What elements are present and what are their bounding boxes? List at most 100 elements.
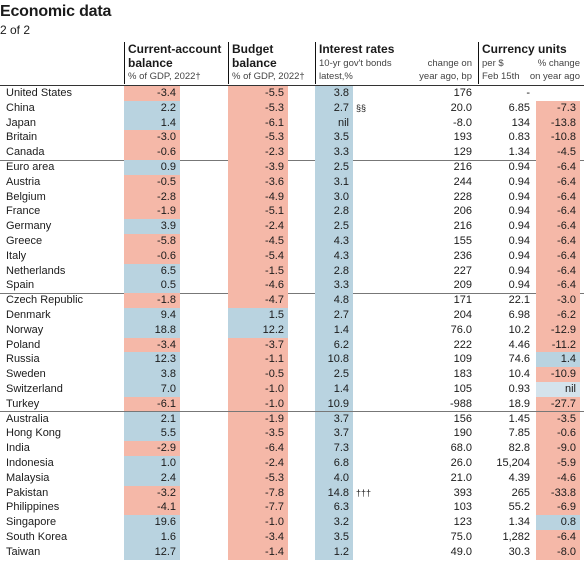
bond-yield-cell-value: 3.3 [333, 279, 349, 292]
currency-per-dollar-value: 30.3 [508, 545, 530, 558]
header-budget: Budget balance [232, 42, 277, 70]
currency-per-dollar-value: 0.93 [508, 383, 530, 395]
currency-per-dollar-value: 0.94 [508, 190, 530, 203]
bond-yield-cell-value: 6.3 [333, 501, 349, 514]
budget-cell: -1.0 [228, 515, 288, 530]
budget-cell: -7.7 [228, 500, 288, 516]
table-row: France -1.9 -5.1 2.8 206 0.94 -6.4 [0, 204, 584, 220]
current-account-cell-value: -3.4 [157, 87, 176, 99]
table-row: Hong Kong 5.5 -3.5 3.7 190 7.85 -0.6 [0, 426, 584, 442]
budget-cell-value: -3.5 [265, 427, 284, 440]
currency-per-dollar-value: 15,204 [496, 457, 530, 469]
budget-cell-value: -3.9 [265, 161, 284, 173]
currency-change-cell: 0.8 [536, 515, 580, 530]
bond-change-value: -988 [449, 397, 472, 410]
currency-change-cell: -6.4 [536, 263, 580, 279]
header-sub: Feb 15th [482, 71, 520, 82]
table-row: Spain 0.5 -4.6 3.3 209 0.94 -6.4 [0, 278, 584, 294]
current-account-cell: 9.4 [124, 308, 180, 323]
bond-yield-cell-value: 4.8 [333, 294, 349, 307]
table-row: Netherlands 6.5 -1.5 2.8 227 0.94 -6.4 [0, 263, 584, 279]
budget-cell-value: -7.8 [265, 486, 284, 499]
header-sub: 10-yr gov't bonds [319, 58, 392, 69]
currency-change-cell-value: -5.9 [557, 457, 576, 469]
current-account-cell: -3.2 [124, 485, 180, 501]
bond-yield-cell-value: 1.4 [333, 383, 349, 395]
budget-cell: -1.5 [228, 263, 288, 279]
budget-cell: -5.1 [228, 204, 288, 220]
current-account-cell-value: 19.6 [154, 516, 176, 529]
currency-per-dollar-value: 1.34 [508, 516, 530, 529]
current-account-cell: -1.8 [124, 293, 180, 308]
currency-change-cell-value: -0.6 [557, 427, 576, 440]
bond-yield-cell: 3.7 [315, 411, 353, 427]
bond-change-value: 26.0 [450, 457, 472, 469]
header-divider [478, 42, 479, 84]
budget-cell-value: -5.3 [265, 101, 284, 114]
budget-cell: -2.3 [228, 145, 288, 160]
budget-cell: 1.5 [228, 308, 288, 323]
bond-yield-cell: 3.5 [315, 530, 353, 545]
bond-yield-cell-value: 4.3 [333, 235, 349, 247]
budget-cell: -2.4 [228, 456, 288, 471]
table-row: Belgium -2.8 -4.9 3.0 228 0.94 -6.4 [0, 189, 584, 205]
bond-change-value: 171 [453, 294, 472, 307]
bond-yield-cell-value: 2.7 [333, 101, 349, 114]
country-name: Taiwan [6, 545, 41, 558]
current-account-cell-value: 0.9 [160, 161, 176, 173]
budget-cell-value: 1.5 [268, 309, 284, 321]
bond-yield-cell-value: 3.0 [333, 190, 349, 203]
budget-cell-value: -5.5 [265, 87, 284, 99]
budget-cell-value: 12.2 [262, 323, 284, 336]
budget-cell-value: -3.4 [265, 531, 284, 543]
budget-cell: -3.4 [228, 530, 288, 545]
current-account-cell-value: -0.6 [157, 146, 176, 159]
current-account-cell: 7.0 [124, 382, 180, 397]
currency-per-dollar-value: 1.34 [508, 146, 530, 159]
table-row: Britain -3.0 -5.3 3.5 193 0.83 -10.8 [0, 130, 584, 146]
currency-change-cell-value: -33.8 [550, 486, 576, 499]
currency-change-cell-value: -6.9 [557, 501, 576, 514]
budget-cell: -7.8 [228, 485, 288, 501]
currency-change-cell: -5.9 [536, 456, 580, 471]
bond-change-value: 227 [453, 264, 472, 277]
bond-change-value: 75.0 [450, 531, 472, 543]
header-sub: change on [427, 58, 472, 69]
current-account-cell-value: -0.5 [157, 175, 176, 188]
bond-change-value: 105 [453, 383, 472, 395]
bond-yield-cell: 2.8 [315, 263, 353, 279]
budget-cell-value: -1.9 [265, 412, 284, 425]
current-account-cell: -2.8 [124, 189, 180, 205]
bond-yield-cell: 1.2 [315, 544, 353, 560]
currency-change-cell-value: -11.2 [551, 338, 576, 351]
currency-change-cell-value: -10.8 [550, 131, 576, 144]
header-sub: year ago, bp [419, 71, 472, 82]
budget-cell-value: -1.0 [265, 383, 284, 395]
bond-change-value: 156 [453, 412, 472, 425]
current-account-cell-value: 2.1 [160, 412, 176, 425]
header-sub: on year ago [529, 71, 580, 82]
budget-cell-value: -6.1 [265, 116, 284, 129]
currency-per-dollar-value: 22.1 [508, 294, 530, 307]
bond-yield-cell-value: 1.2 [333, 545, 349, 558]
currency-change-cell: -6.4 [536, 174, 580, 190]
bond-change-value: 129 [453, 146, 472, 159]
bond-change-value: 103 [453, 501, 472, 514]
current-account-cell: 2.1 [124, 411, 180, 427]
table-row: Austria -0.5 -3.6 3.1 244 0.94 -6.4 [0, 174, 584, 190]
table-row: Norway 18.8 12.2 1.4 76.0 10.2 -12.9 [0, 322, 584, 338]
current-account-cell-value: -3.2 [157, 486, 176, 499]
bond-yield-cell-value: 4.3 [333, 249, 349, 262]
table-row: Sweden 3.8 -0.5 2.5 183 10.4 -10.9 [0, 367, 584, 382]
budget-cell: -1.4 [228, 544, 288, 560]
bond-change-value: 209 [453, 279, 472, 292]
bond-yield-cell: 3.7 [315, 426, 353, 442]
table-row: Denmark 9.4 1.5 2.7 204 6.98 -6.2 [0, 308, 584, 323]
currency-change-cell-value: 0.8 [560, 516, 576, 529]
currency-change-cell: -12.9 [536, 322, 580, 338]
footnote-mark: ††† [356, 487, 372, 498]
currency-per-dollar-value: 0.94 [508, 264, 530, 277]
budget-cell-value: -1.0 [265, 397, 284, 410]
group-separator [0, 411, 584, 413]
budget-cell: -5.3 [228, 130, 288, 146]
